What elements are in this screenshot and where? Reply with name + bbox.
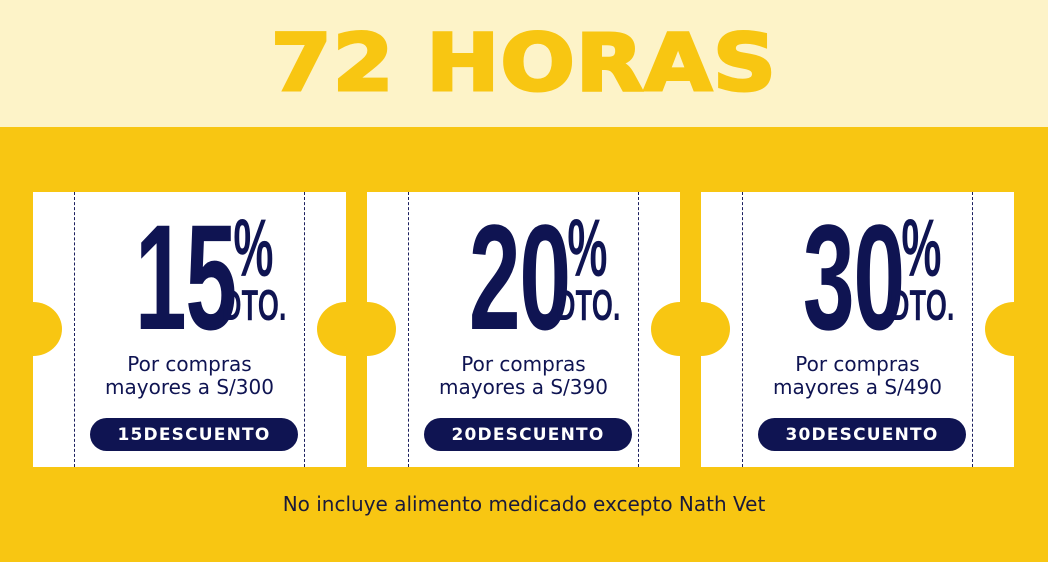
percent-sign: % (901, 203, 942, 294)
coupon-perforation-left (408, 192, 409, 467)
page-title: 72 HORAS (269, 18, 778, 109)
discount-figure: 30 % DTO. (701, 202, 1014, 352)
coupon-notch-right (985, 302, 1043, 356)
purchase-condition: Por compras mayores a S/490 (701, 353, 1014, 399)
purchase-condition: Por compras mayores a S/300 (33, 353, 346, 399)
condition-line-2: mayores a S/390 (439, 375, 608, 399)
discount-number: 30 (802, 193, 905, 361)
percent-sign: % (567, 203, 608, 294)
coupon-code-button[interactable]: 15DESCUENTO (90, 418, 298, 451)
dto-label: DTO. (555, 281, 621, 330)
condition-line-1: Por compras (795, 352, 920, 376)
dto-label: DTO. (221, 281, 287, 330)
discount-number: 15 (134, 193, 237, 361)
purchase-condition: Por compras mayores a S/390 (367, 353, 680, 399)
footer-note: No incluye alimento medicado excepto Nat… (282, 492, 766, 516)
header-band: 72 HORAS (0, 0, 1048, 127)
coupon-perforation-right (304, 192, 305, 467)
coupon-perforation-right (638, 192, 639, 467)
coupon-notch-left (4, 302, 62, 356)
discount-suffix: % DTO. (870, 203, 974, 330)
coupon-code-button[interactable]: 20DESCUENTO (424, 418, 632, 451)
condition-line-1: Por compras (127, 352, 252, 376)
discount-number: 20 (468, 193, 571, 361)
coupon-code-button[interactable]: 30DESCUENTO (758, 418, 966, 451)
percent-sign: % (233, 203, 274, 294)
dto-label: DTO. (889, 281, 955, 330)
coupon-perforation-left (74, 192, 75, 467)
coupon-perforation-right (972, 192, 973, 467)
condition-line-2: mayores a S/490 (773, 375, 942, 399)
discount-figure: 15 % DTO. (33, 202, 346, 352)
discount-figure: 20 % DTO. (367, 202, 680, 352)
coupon-notch-left (338, 302, 396, 356)
coupon-20: 20 % DTO. Por compras mayores a S/390 20… (338, 192, 709, 467)
coupon-30: 30 % DTO. Por compras mayores a S/490 30… (672, 192, 1043, 467)
coupon-notch-left (672, 302, 730, 356)
condition-line-1: Por compras (461, 352, 586, 376)
discount-suffix: % DTO. (536, 203, 640, 330)
discount-suffix: % DTO. (202, 203, 306, 330)
coupon-15: 15 % DTO. Por compras mayores a S/300 15… (4, 192, 375, 467)
condition-line-2: mayores a S/300 (105, 375, 274, 399)
coupon-perforation-left (742, 192, 743, 467)
